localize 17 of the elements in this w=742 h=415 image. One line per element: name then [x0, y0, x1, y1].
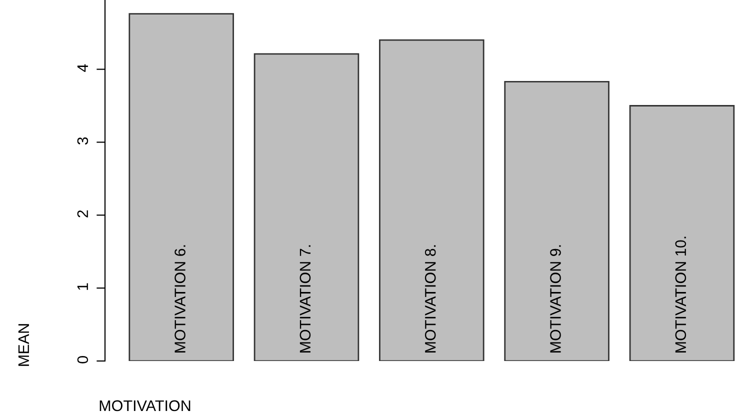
bar	[379, 39, 484, 361]
bar	[254, 53, 360, 361]
bar	[128, 13, 234, 361]
x-tick-label: MOTIVATION 7.	[300, 245, 311, 352]
y-axis-title: MEAN	[18, 324, 29, 366]
y-tick-label: 2	[77, 210, 88, 218]
y-tick-label: 4	[77, 64, 88, 72]
bar	[629, 105, 735, 361]
x-tick-label: MOTIVATION 6.	[174, 245, 186, 352]
y-tick-label: 1	[77, 283, 88, 290]
x-axis-title: MOTIVATION	[100, 400, 190, 412]
bar	[504, 80, 610, 361]
y-tick-label: 0	[77, 356, 88, 364]
x-tick-label: MOTIVATION 9.	[550, 245, 561, 352]
x-tick-label: MOTIVATION 8.	[424, 245, 436, 352]
y-tick-label: 3	[77, 137, 88, 145]
x-tick-label: MOTIVATION 10.	[675, 236, 686, 352]
